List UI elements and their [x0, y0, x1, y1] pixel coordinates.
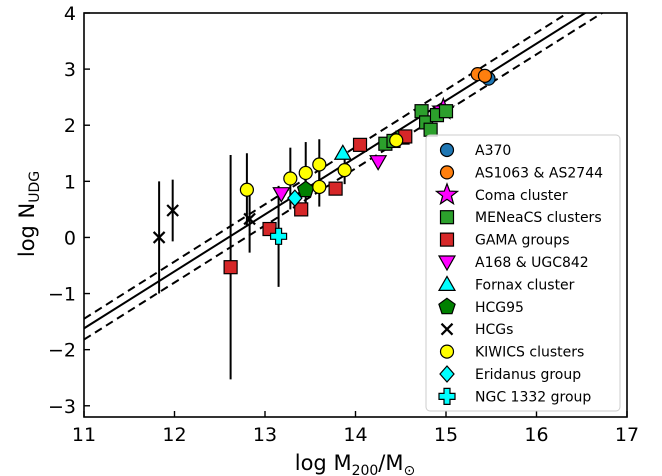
point-3-5: [423, 122, 438, 137]
data-points: [152, 67, 496, 275]
y-tick-label-0: −3: [48, 396, 76, 418]
legend-label-3: MENeaCS clusters: [475, 210, 602, 226]
point-9-4: [312, 179, 327, 195]
legend-box: [425, 134, 621, 412]
fit-line-dashed-1: [84, 13, 570, 320]
point-4-0: [223, 260, 238, 275]
legend-label-10: Eridanus group: [475, 367, 581, 383]
legend-label-9: KIWICS clusters: [475, 345, 584, 361]
x-axis-label: log M200/M⊙: [295, 451, 415, 476]
legend-marker-2: [434, 182, 460, 206]
legend-marker-0: [439, 142, 455, 158]
legend-marker-4: [439, 232, 455, 247]
point-5-0: [272, 187, 291, 203]
point-8-0: [152, 231, 166, 244]
y-tick-label-4: 1: [64, 171, 76, 193]
x-tick-label-1: 12: [162, 424, 186, 446]
point-4-2: [294, 202, 309, 217]
legend-label-6: Fornax cluster: [475, 277, 575, 293]
y-tick-label-1: −2: [48, 340, 76, 362]
point-4-3: [328, 181, 343, 196]
legend-label-7: HCG95: [475, 300, 524, 316]
legend-label-1: AS1063 & AS2744: [475, 165, 603, 181]
x-tick-label-4: 15: [434, 424, 458, 446]
y-tick-label-3: 0: [64, 227, 76, 249]
y-tick-label-6: 3: [64, 59, 76, 81]
legend-marker-3: [439, 210, 455, 225]
point-9-3: [312, 157, 327, 172]
legend: A370 AS1063 & AS2744 Coma cluster MENeaCS c…: [425, 134, 621, 412]
legend-label-8: HCGs: [475, 322, 513, 338]
point-9-1: [283, 171, 298, 186]
legend-marker-11: [438, 387, 456, 405]
legend-marker-5: [437, 255, 457, 272]
x-tick-label-6: 17: [615, 424, 639, 446]
point-9-2: [298, 165, 313, 181]
legend-label-2: Coma cluster: [475, 188, 568, 204]
point-6-0: [333, 144, 352, 160]
legend-label-5: A168 & UGC842: [475, 255, 589, 271]
x-tick-label-5: 16: [524, 424, 548, 446]
legend-marker-8: [440, 322, 454, 336]
y-tick-label-7: 4: [64, 3, 76, 25]
point-9-5: [337, 163, 352, 178]
legend-marker-9: [439, 344, 455, 359]
point-4-4: [352, 137, 368, 152]
legend-label-11: NGC 1332 group: [475, 389, 591, 405]
legend-label-0: A370: [475, 143, 511, 159]
x-tick-label-3: 14: [343, 424, 367, 446]
x-tick-label-0: 11: [72, 424, 96, 446]
y-tick-label-5: 2: [64, 115, 76, 137]
legend-label-4: GAMA groups: [475, 233, 570, 249]
legend-marker-1: [439, 165, 455, 180]
point-9-6: [389, 133, 404, 148]
fit-line-solid-0: [84, 13, 587, 330]
y-axis-label: log NUDG: [15, 171, 43, 257]
y-tick-label-2: −1: [48, 284, 76, 306]
point-11-0: [269, 227, 288, 245]
fit-line-dashed-2: [84, 13, 604, 341]
legend-marker-6: [437, 275, 457, 291]
legend-marker-10: [439, 365, 455, 383]
point-5-1: [369, 155, 388, 171]
legend-marker-7: [438, 297, 456, 315]
point-8-1: [166, 204, 179, 217]
point-9-0: [239, 182, 254, 197]
point-3-7: [438, 104, 454, 119]
fit-lines: [84, 13, 604, 341]
x-tick-label-2: 13: [253, 424, 277, 446]
point-8-2: [243, 212, 256, 226]
point-10-0: [287, 189, 303, 208]
point-1-1: [477, 68, 493, 83]
